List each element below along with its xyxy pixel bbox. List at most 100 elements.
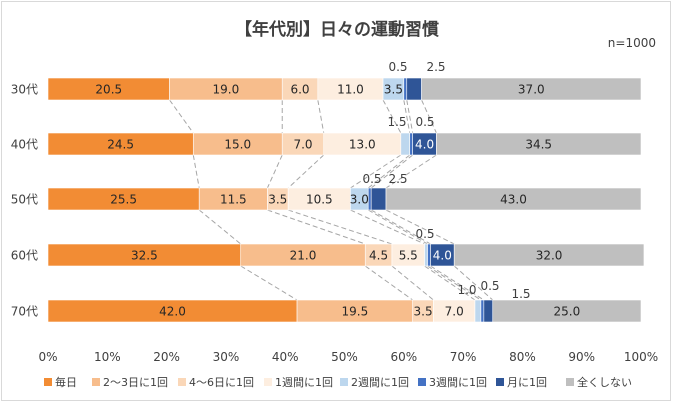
legend-item: 1週間に1回 <box>264 376 333 389</box>
bar-segment <box>370 187 387 211</box>
x-tick-label: 30% <box>213 350 240 364</box>
data-label: 0.5 <box>480 279 499 293</box>
series-line <box>370 154 414 189</box>
x-tick-label: 70% <box>450 350 477 364</box>
series-lines <box>169 99 494 301</box>
data-labels: 20.5 19.0 6.0 11.0 3.5 0.5 2.5 37.0 24.5 15.0 7.0 1… <box>95 60 580 319</box>
data-label: 24.5 <box>107 138 134 152</box>
data-label: 3.5 <box>414 305 433 319</box>
legend-swatch <box>178 378 186 386</box>
x-tick-label: 50% <box>331 350 358 364</box>
x-tick-label: 60% <box>390 350 417 364</box>
data-label: 4.0 <box>433 249 452 263</box>
data-label: 11.5 <box>220 193 247 207</box>
legend-label: 1週間に1回 <box>275 376 333 389</box>
bar-segment <box>480 299 485 323</box>
series-line <box>385 209 455 245</box>
x-tick-label: 40% <box>272 350 299 364</box>
legend-label: 3週間に1回 <box>429 376 487 389</box>
series-line <box>453 265 494 301</box>
legend: 毎日 2～3日に1回 4～6日に1回 1週間に1回 2週間に1回 3週間に1回 月に1回 全く… <box>44 375 632 389</box>
bars <box>47 77 645 323</box>
bar-segment <box>427 243 431 267</box>
data-label: 3.5 <box>384 83 403 97</box>
series-line <box>317 99 325 134</box>
data-label: 0.5 <box>415 227 434 241</box>
data-label: 15.0 <box>224 138 251 152</box>
series-line <box>350 154 402 189</box>
data-label: 19.0 <box>213 83 240 97</box>
x-tick-label: 100% <box>624 350 658 364</box>
category-label: 60代 <box>11 249 38 263</box>
data-label: 34.5 <box>525 138 552 152</box>
data-label: 42.0 <box>159 305 186 319</box>
data-label: 3.5 <box>268 193 287 207</box>
category-label: 30代 <box>11 83 38 97</box>
x-tick-label: 10% <box>94 350 121 364</box>
data-label: 0.5 <box>415 115 434 129</box>
bar-segment <box>403 77 408 101</box>
data-label: 1.5 <box>387 115 406 129</box>
series-line <box>367 209 428 245</box>
x-tick-label: 20% <box>153 350 180 364</box>
data-label: 11.0 <box>337 83 364 97</box>
bar-segment <box>483 299 494 323</box>
series-line <box>364 265 413 301</box>
data-label: 4.0 <box>415 138 434 152</box>
data-label: 32.5 <box>131 249 158 263</box>
legend-label: 全くしない <box>577 375 632 389</box>
x-tick-label: 90% <box>568 350 595 364</box>
data-label: 5.5 <box>399 249 418 263</box>
series-line <box>382 99 402 134</box>
series-line <box>288 209 393 245</box>
data-label: 25.0 <box>554 305 581 319</box>
data-label: 2.5 <box>388 172 407 186</box>
data-label: 37.0 <box>518 83 545 97</box>
series-line <box>287 154 325 189</box>
data-label: 0.5 <box>362 172 381 186</box>
series-line <box>406 99 414 134</box>
bar-segment <box>421 77 642 101</box>
legend-item: 全くしない <box>566 375 632 389</box>
category-label: 40代 <box>11 138 38 152</box>
bar-segment <box>453 243 645 267</box>
data-label: 7.0 <box>445 305 464 319</box>
data-label: 20.5 <box>95 83 122 97</box>
legend-swatch <box>566 378 574 386</box>
legend-swatch <box>496 378 504 386</box>
category-label: 50代 <box>11 193 38 207</box>
series-line <box>169 99 194 134</box>
series-line <box>266 154 283 189</box>
data-label: 6.0 <box>290 83 309 97</box>
bar-segment <box>409 132 413 156</box>
bar-segment <box>436 132 642 156</box>
bar-segment <box>406 77 422 101</box>
category-labels: 30代 40代 50代 60代 70代 <box>11 83 38 319</box>
data-label: 21.0 <box>290 249 317 263</box>
bar-segment <box>400 132 411 156</box>
series-line <box>385 154 437 189</box>
series-line <box>370 209 431 245</box>
series-line <box>430 265 485 301</box>
data-label: 4.5 <box>369 249 388 263</box>
x-tick-label: 0% <box>38 350 57 364</box>
series-line <box>198 209 242 245</box>
series-line <box>403 99 411 134</box>
data-label: 13.0 <box>349 138 376 152</box>
legend-swatch <box>340 378 348 386</box>
legend-item: 4～6日に1回 <box>178 376 254 389</box>
data-label: 3.0 <box>350 193 369 207</box>
series-line <box>240 265 298 301</box>
legend-label: 2週間に1回 <box>351 376 409 389</box>
bar-segment <box>424 243 428 267</box>
data-label: 19.5 <box>342 305 369 319</box>
legend-item: 毎日 <box>44 376 77 389</box>
series-line <box>192 154 200 189</box>
bar-segment <box>385 187 642 211</box>
legend-swatch <box>44 378 52 386</box>
series-line <box>427 265 482 301</box>
sample-size-note: n=1000 <box>608 36 656 50</box>
series-line <box>350 209 425 245</box>
legend-swatch <box>92 378 100 386</box>
